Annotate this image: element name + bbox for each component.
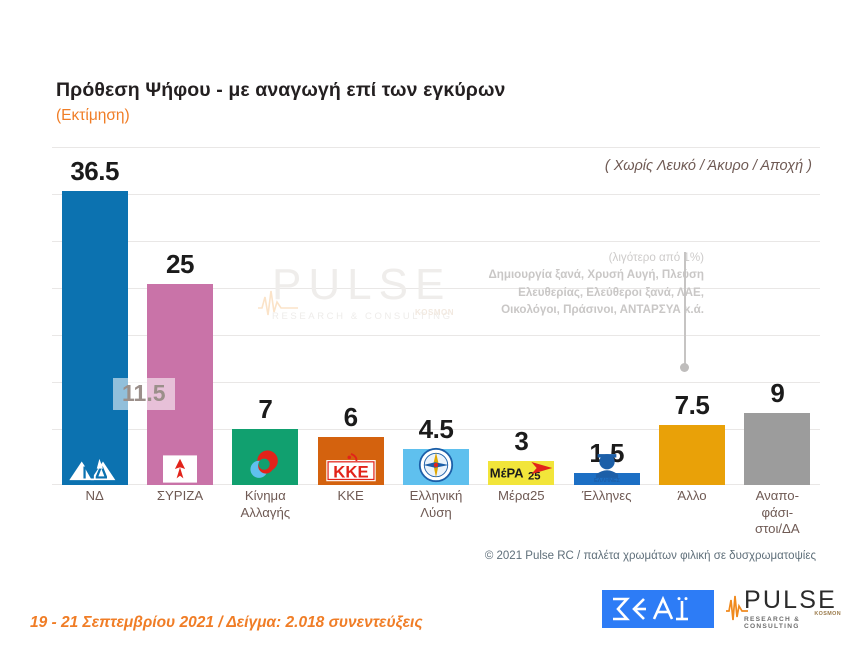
x-axis-label: Ελληνική Λύση	[409, 488, 463, 520]
party-logo-icon: ΝΔ	[64, 456, 126, 483]
party-logo-icon: ΕΛΛΗΝΕΣ	[584, 449, 630, 484]
bar-column: 6 ΚΚΕ	[317, 147, 384, 485]
svg-text:MέPA: MέPA	[490, 466, 524, 481]
pulse-logo-name: PULSE	[744, 586, 837, 614]
annotation-leader-line	[684, 252, 686, 365]
skai-wordmark-icon	[613, 596, 688, 621]
copyright-note: © 2021 Pulse RC / παλέτα χρωμάτων φιλική…	[484, 550, 816, 562]
bar	[744, 412, 811, 485]
x-axis-label: Άλλο	[677, 488, 707, 503]
bar-column: 25	[147, 147, 213, 485]
party-logo-icon: ΚΚΕ	[325, 452, 376, 483]
party-logo-icon	[245, 447, 285, 483]
bar: ΕΛΛΗΝΕΣ	[573, 454, 640, 485]
bar-column: 7	[232, 147, 299, 485]
bar	[659, 424, 725, 485]
pulse-logo-tagline: RESEARCH & CONSULTING	[744, 616, 801, 630]
bar: MέPA 25	[488, 460, 555, 485]
bar-column: 4.5	[403, 147, 469, 485]
bar	[403, 447, 469, 485]
svg-text:25: 25	[528, 470, 541, 482]
x-axis-label: Κίνημα Αλλαγής	[240, 488, 291, 520]
party-logo-icon	[163, 455, 197, 483]
lead-badge: 11.5	[113, 378, 175, 411]
waveform-icon	[726, 595, 748, 621]
chart-note: ( Χωρίς Λευκό / Άκυρο / Αποχή )	[604, 158, 812, 174]
bar	[147, 283, 213, 485]
annotation-leader-dot	[680, 363, 689, 372]
skai-logo	[602, 590, 714, 628]
bar-value-label: 36.5	[70, 156, 119, 187]
bar-value-label: 9	[770, 377, 785, 408]
pulse-logo: PULSE RESEARCH & CONSULTING KOSMON	[726, 586, 842, 630]
x-axis-label: ΝΔ	[85, 488, 104, 503]
x-axis-label: Αναπο-φάσι-στοι/ΔΑ	[754, 488, 800, 536]
bar-value-label: 3	[514, 425, 529, 456]
svg-text:ΝΔ: ΝΔ	[82, 462, 108, 482]
bar-series: 36.5 ΝΔ 25 7 6 ΚΚΕ 4.5	[52, 147, 820, 485]
bar-column: 7.5	[659, 147, 725, 485]
x-axis-label: ΣΥΡΙΖΑ	[156, 488, 204, 503]
bar	[232, 428, 299, 485]
svg-text:ΕΛΛΗΝΕΣ: ΕΛΛΗΝΕΣ	[594, 478, 621, 483]
bar-column: 3 MέPA 25	[488, 147, 555, 485]
bar-value-label: 7.5	[674, 389, 710, 420]
bar-value-label: 4.5	[418, 413, 454, 444]
x-axis-label: Μέρα25	[497, 488, 545, 503]
minor-parties-annotation: (λιγότερο από 1%) Δημιουργία ξανά, Χρυσή…	[436, 249, 704, 319]
x-axis-label: Έλληνες	[581, 488, 632, 503]
x-axis-label: ΚΚΕ	[337, 488, 364, 503]
x-axis-labels: ΝΔ ΣΥΡΙΖΑ Κίνημα Αλλαγής ΚΚΕ Ελληνική Λύση Μέρα…	[52, 488, 820, 546]
bar-value-label: 25	[166, 248, 194, 279]
bar-column: 36.5 ΝΔ	[61, 147, 128, 485]
page-title: Πρόθεση Ψήφου - με αναγωγή επί των εγκύρ…	[56, 79, 506, 101]
pulse-logo-mark: KOSMON	[814, 611, 841, 617]
bar: ΚΚΕ	[317, 436, 384, 485]
annotation-line-1: (λιγότερο από 1%)	[608, 251, 704, 264]
svg-text:ΚΚΕ: ΚΚΕ	[333, 463, 368, 482]
bar: ΝΔ	[61, 191, 128, 485]
annotation-line-4: Οικολόγοι, Πράσινοι, ΑΝΤΑΡΣΥΑ κ.ά.	[501, 303, 704, 317]
page-subtitle: (Εκτίμηση)	[56, 107, 130, 124]
annotation-line-2: Δημιουργία ξανά, Χρυσή Αυγή, Πλεύση	[488, 268, 704, 282]
bar-column: 1.5 ΕΛΛΗΝΕΣ	[573, 147, 640, 485]
fieldwork-dates: 19 - 21 Σεπτεμβρίου 2021 / Δείγμα: 2.018…	[30, 614, 423, 631]
bar-value-label: 6	[343, 401, 358, 432]
bar-value-label: 7	[258, 393, 273, 424]
party-logo-icon: MέPA 25	[488, 460, 554, 483]
bar-column: 9	[744, 147, 811, 485]
party-logo-icon	[418, 447, 454, 483]
annotation-line-3: Ελευθερίας, Ελεύθεροι ξανά, ΛΑΕ,	[518, 285, 704, 299]
